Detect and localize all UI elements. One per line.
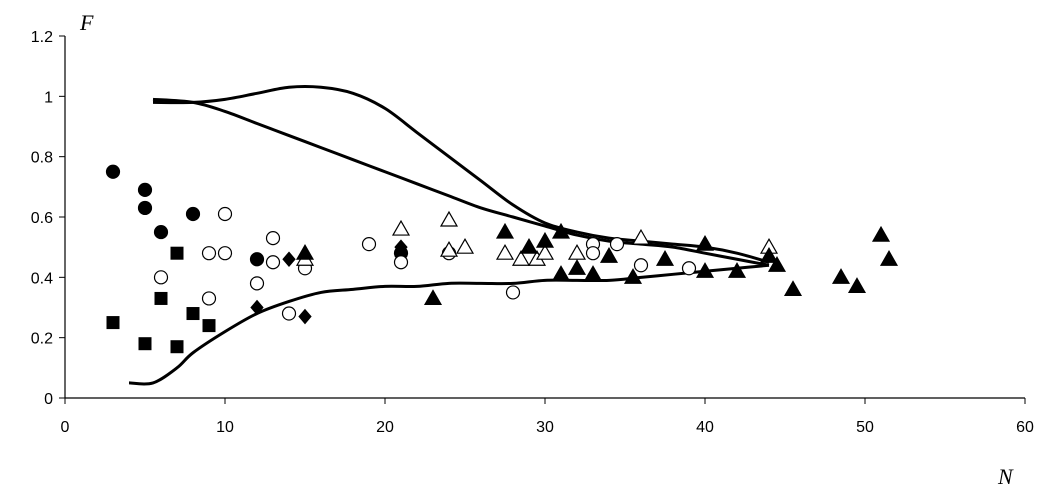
filled-triangle-marker (551, 265, 571, 281)
filled-triangle-marker (767, 256, 787, 272)
open-circle-marker (393, 255, 409, 270)
filled-triangle-marker (583, 265, 603, 281)
filled-square-marker (106, 316, 120, 330)
filled-triangle-marker (551, 222, 571, 239)
open-circle-marker (217, 206, 233, 222)
x-axis-label: N (997, 464, 1014, 489)
x-tick-label: 40 (696, 419, 714, 436)
open-circle-marker (585, 246, 601, 261)
open-circle-marker (201, 291, 217, 306)
open-circle-marker (361, 237, 377, 252)
y-tick-label: 0.2 (31, 331, 53, 348)
filled-square-marker (202, 319, 216, 333)
filled-circle-marker (185, 206, 201, 222)
filled-triangle-marker (495, 222, 515, 239)
open-circle-marker (217, 246, 233, 261)
model-curve-1 (152, 85, 770, 264)
filled-square-marker (170, 246, 184, 260)
open-triangle-marker (439, 240, 459, 257)
y-tick-label: 0 (44, 391, 53, 408)
filled-diamond-marker (250, 299, 264, 316)
axes (59, 35, 1026, 404)
y-tick-label: 1.2 (31, 29, 53, 46)
y-tick-label: 0.6 (31, 210, 53, 227)
open-circle-marker (609, 237, 625, 252)
open-triangle-marker (567, 243, 587, 260)
open-circle-marker (281, 306, 297, 321)
filled-triangle-marker (695, 262, 715, 278)
filled-circle-marker (153, 224, 169, 240)
open-circle-marker (681, 261, 697, 276)
filled-triangle-marker (655, 250, 675, 266)
y-tick-label: 0.8 (31, 150, 53, 167)
y-tick-label: 0.4 (31, 270, 53, 287)
x-tick-label: 60 (1016, 419, 1034, 436)
filled-diamond-marker (298, 308, 312, 325)
x-tick-label: 20 (376, 419, 394, 436)
filled-circle-marker (105, 164, 121, 179)
filled-square-marker (186, 307, 200, 321)
filled-triangle-marker (295, 243, 315, 260)
tick-labels: 0 0.2 0.4 0.6 0.8 1 1.2 0 10 20 30 40 50 60 (31, 29, 1034, 436)
filled-triangle-marker (871, 225, 891, 242)
open-triangle-marker (455, 237, 475, 254)
x-tick-label: 0 (61, 419, 70, 436)
filled-triangle-marker (879, 250, 899, 266)
y-tick-label: 1 (44, 89, 53, 106)
filled-triangle-marker (783, 280, 803, 296)
open-circle-marker (505, 285, 521, 300)
x-tick-label: 30 (536, 419, 554, 436)
open-circle-marker (153, 270, 169, 285)
filled-triangle-marker (599, 247, 619, 263)
open-triangle-marker (495, 243, 515, 260)
data-points (105, 164, 899, 354)
x-tick-label: 10 (216, 419, 234, 436)
y-axis-label: F (79, 10, 94, 35)
model-curve-3 (128, 263, 770, 386)
open-triangle-marker (511, 250, 531, 266)
model-curves (128, 85, 770, 386)
open-triangle-marker (391, 219, 411, 236)
filled-triangle-marker (695, 234, 715, 251)
filled-circle-marker (137, 200, 153, 216)
filled-triangle-marker (567, 259, 587, 275)
model-curve-2 (152, 97, 770, 267)
filled-triangle-marker (423, 289, 443, 306)
open-triangle-marker (631, 228, 651, 245)
x-tick-label: 50 (856, 419, 874, 436)
filled-square-marker (138, 337, 152, 351)
filled-triangle-marker (535, 231, 555, 248)
filled-diamond-marker (394, 239, 408, 255)
open-circle-marker (265, 255, 281, 270)
filled-square-marker (154, 291, 168, 305)
open-circle-marker (201, 246, 217, 261)
filled-triangle-marker (759, 247, 779, 263)
open-triangle-marker (535, 243, 555, 260)
filled-triangle-marker (727, 262, 747, 278)
filled-circle-marker (249, 252, 265, 267)
open-circle-marker (633, 258, 649, 273)
open-circle-marker (265, 231, 281, 246)
filled-circle-marker (137, 182, 153, 197)
filled-triangle-marker (519, 237, 539, 254)
filled-diamond-marker (282, 251, 296, 268)
filled-triangle-marker (831, 268, 851, 284)
open-circle-marker (249, 276, 265, 291)
filled-triangle-marker (847, 277, 867, 293)
filled-square-marker (170, 340, 184, 354)
filled-triangle-marker (623, 268, 643, 284)
open-triangle-marker (439, 210, 459, 227)
